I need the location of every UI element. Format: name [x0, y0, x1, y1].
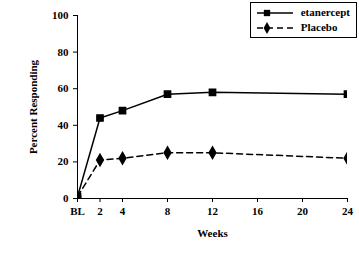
html-text:etanercept: etanercept	[300, 6, 350, 18]
svg-text:20: 20	[297, 205, 309, 217]
svg-text:100: 100	[52, 9, 69, 21]
svg-text:Weeks: Weeks	[197, 227, 228, 239]
svg-text:12: 12	[207, 205, 219, 217]
svg-text:4: 4	[120, 205, 126, 217]
svg-text:24: 24	[342, 205, 354, 217]
svg-text:2: 2	[97, 205, 103, 217]
svg-text:40: 40	[58, 119, 70, 131]
svg-text:BL: BL	[70, 205, 85, 217]
svg-text:Percent Responding: Percent Responding	[27, 59, 39, 154]
svg-text:60: 60	[58, 82, 70, 94]
svg-text:80: 80	[58, 46, 70, 58]
svg-text:0: 0	[63, 192, 69, 204]
html-text:Placebo: Placebo	[300, 21, 338, 33]
svg-text:16: 16	[252, 205, 264, 217]
svg-text:20: 20	[58, 155, 70, 167]
svg-text:8: 8	[165, 205, 171, 217]
